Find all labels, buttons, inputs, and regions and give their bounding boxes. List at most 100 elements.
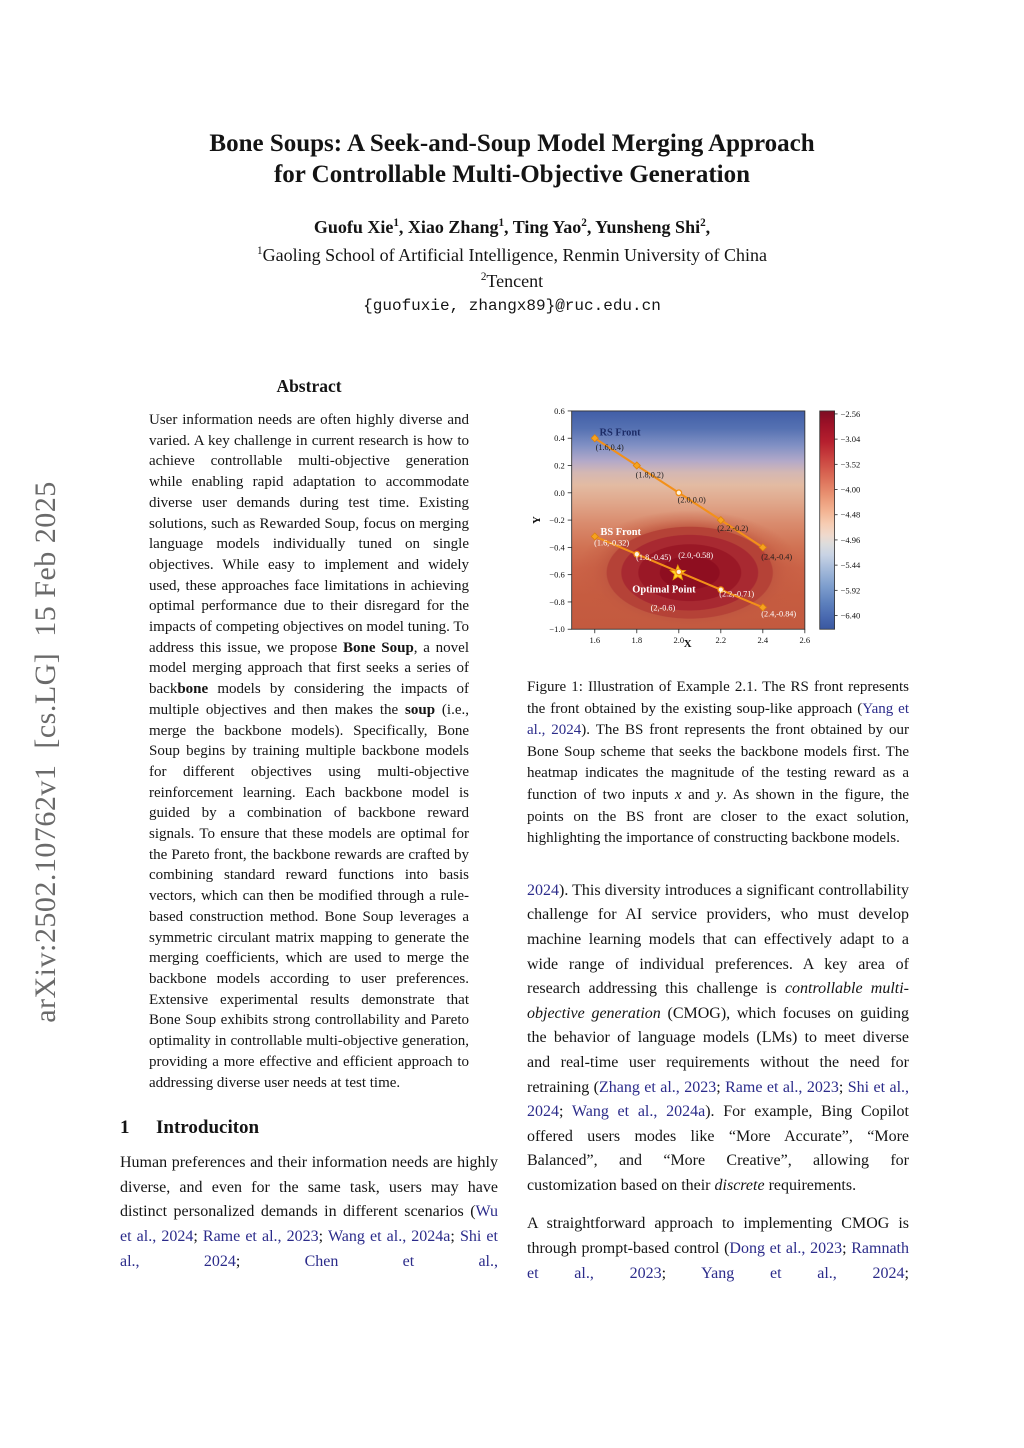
text-segment: and (681, 786, 717, 803)
text-segment: models by considering the impacts of mul… (149, 681, 469, 718)
text-segment: (CMOG), which focuses on guiding the beh… (527, 1004, 910, 1096)
figure-1-caption: Figure 1: Illustration of Example 2.1. T… (527, 677, 909, 850)
text-segment: requirements. (764, 1176, 857, 1194)
svg-text:−4.96: −4.96 (841, 535, 861, 545)
x-axis-label: X (684, 638, 692, 650)
arxiv-watermark: arXiv:2502.10762v1 [cs.LG] 15 Feb 2025 (29, 481, 62, 1023)
citation-link[interactable]: Wu et al., 2024 (120, 1203, 498, 1245)
data-point-marker (590, 532, 599, 541)
svg-text:−0.4: −0.4 (549, 542, 565, 552)
text-segment: ). The BS front represents the front obt… (527, 722, 910, 803)
text-segment: . As shown in the figure, the points on … (527, 786, 909, 847)
citation-link[interactable]: 2024 (527, 881, 559, 899)
paper-title: Bone Soups: A Seek-and-Soup Model Mergin… (0, 128, 1024, 190)
data-point-marker (758, 603, 767, 612)
series-label: BS Front (600, 527, 641, 538)
text-segment: controllable multi-objective generation (527, 980, 909, 1022)
citation-link[interactable]: Wang et al., 2024a (327, 1227, 451, 1245)
plot-border (571, 410, 806, 630)
figure-1-plot: X Y 1.6 1.8 2.0 2.2 2.4 2.6 0.6 0.4 0.2 0.0 −0.2 −0… (531, 406, 861, 650)
authors-line: Guofu Xie1, Xiao Zhang1, Ting Yao2, Yuns… (0, 217, 1024, 238)
text-segment: ; (661, 1264, 702, 1282)
svg-text:−2.56: −2.56 (841, 409, 861, 419)
section-number: 1 (120, 1117, 130, 1139)
data-point-marker (632, 461, 641, 470)
svg-text:−3.04: −3.04 (841, 434, 861, 444)
citation-link[interactable]: Rame et al., 2023 (202, 1227, 319, 1245)
data-point-label: (2.2,-0.2) (717, 524, 748, 533)
paper-title-line1: Bone Soups: A Seek-and-Soup Model Mergin… (209, 130, 815, 157)
text-segment: ). For example, Bing Copilot offered use… (527, 1103, 909, 1194)
citation-link[interactable]: Rame et al., 2023 (725, 1078, 839, 1096)
text-segment: Bone Soup (343, 639, 414, 656)
text-segment: ; (559, 1103, 572, 1121)
text-segment: y (716, 786, 724, 803)
svg-text:0.4: 0.4 (554, 433, 565, 443)
svg-text:2.2: 2.2 (715, 635, 726, 645)
data-point-marker (716, 515, 725, 525)
text-segment: ). This diversity introduces a significa… (527, 881, 909, 998)
optimal-point-label: Optimal Point (632, 585, 696, 596)
svg-text:0.2: 0.2 (554, 460, 565, 470)
svg-text:2.6: 2.6 (800, 635, 811, 645)
citation-link[interactable]: Ramnath et al., 2023 (527, 1240, 909, 1282)
text-segment: , a novel model merging approach that fi… (149, 639, 469, 698)
author: Guofu Xie1, (313, 217, 408, 237)
optimal-point-coords: (2,-0.6) (651, 603, 676, 612)
colorbar (819, 410, 836, 630)
svg-text:−5.92: −5.92 (841, 585, 861, 595)
paper-title-line2: for Controllable Multi-Objective Generat… (273, 161, 751, 188)
text-segment: ; (842, 1240, 852, 1258)
figure-dynamic-content: 1.6 1.8 2.0 2.2 2.4 2.6 0.6 0.4 0.2 0.0 −0.2 −0.4 −0… (549, 406, 861, 645)
data-point-marker (675, 568, 683, 576)
svg-text:0.6: 0.6 (554, 406, 565, 416)
affiliation-1: 1Gaoling School of Artificial Intelligen… (257, 245, 767, 265)
body-paragraph-2: A straightforward approach to implementi… (527, 1212, 909, 1286)
data-point-marker (758, 543, 767, 552)
author: Xiao Zhang1, (407, 217, 513, 237)
affiliation-2: 2Tencent (480, 271, 544, 291)
citation-link[interactable]: Shi et al., 2024 (120, 1227, 498, 1270)
data-point-marker (675, 489, 683, 497)
text-segment: x (674, 786, 682, 803)
data-point-label: (1.6,0.4) (596, 443, 624, 452)
author-emails: {guofuxie, zhangx89}@ruc.edu.cn (363, 297, 661, 315)
section-heading-introduction: 1 Introduciton (120, 1117, 498, 1139)
series-label: RS Front (599, 428, 641, 439)
text-segment: Figure 1: Illustration of Example 2.1. T… (527, 679, 909, 717)
right-column: X Y 1.6 1.8 2.0 2.2 2.4 2.6 0.6 0.4 0.2 0.0 −0.2 −0… (527, 395, 909, 1286)
data-point-marker (633, 550, 641, 558)
citation-link[interactable]: Zhang et al., 2023 (598, 1078, 717, 1096)
text-segment: ; (235, 1252, 305, 1270)
figure-1: X Y 1.6 1.8 2.0 2.2 2.4 2.6 0.6 0.4 0.2 0.0 −0.2 −0… (527, 395, 909, 850)
citation-link[interactable]: Dong et al., 2023 (729, 1240, 843, 1258)
text-segment: ; (716, 1078, 726, 1096)
data-point-label: (2.4,-0.4) (761, 552, 792, 561)
data-point-label: (2.2,-0.71) (719, 590, 754, 599)
svg-text:−0.2: −0.2 (549, 515, 564, 525)
text-segment: ; (904, 1264, 909, 1282)
citation-link[interactable]: Yang et al., 2024 (527, 700, 909, 739)
abstract-text: User information needs are often highly … (149, 410, 469, 1093)
svg-text:−0.8: −0.8 (549, 597, 564, 607)
citation-link[interactable]: Wang et al., 2024a (571, 1103, 706, 1121)
data-point-label: (1.6,-0.32) (594, 538, 629, 547)
citation-link[interactable]: Shi et al., 2024 (527, 1078, 910, 1121)
y-axis-label: Y (531, 516, 543, 524)
author: Yunsheng Shi2, (595, 217, 711, 237)
svg-text:−6.40: −6.40 (841, 611, 861, 621)
intro-paragraph: Human preferences and their information … (120, 1151, 498, 1274)
svg-text:1.8: 1.8 (631, 635, 642, 645)
section-title: Introduciton (156, 1117, 260, 1139)
text-segment: ; (838, 1078, 848, 1096)
text-segment: (i.e., merge the backbone models). Speci… (149, 701, 469, 1091)
citation-link[interactable]: Yang et al., 2024 (701, 1264, 905, 1282)
text-segment: User information needs are often highly … (149, 412, 469, 656)
svg-text:−0.6: −0.6 (549, 570, 564, 580)
svg-text:−4.48: −4.48 (841, 510, 861, 520)
data-point-label: (2.4,-0.84) (761, 609, 796, 618)
text-segment: Human preferences and their information … (120, 1154, 498, 1221)
left-column: Abstract User information needs are ofte… (120, 376, 498, 1274)
citation-link[interactable]: Chen et al., (304, 1252, 498, 1270)
svg-text:2.0: 2.0 (673, 635, 684, 645)
